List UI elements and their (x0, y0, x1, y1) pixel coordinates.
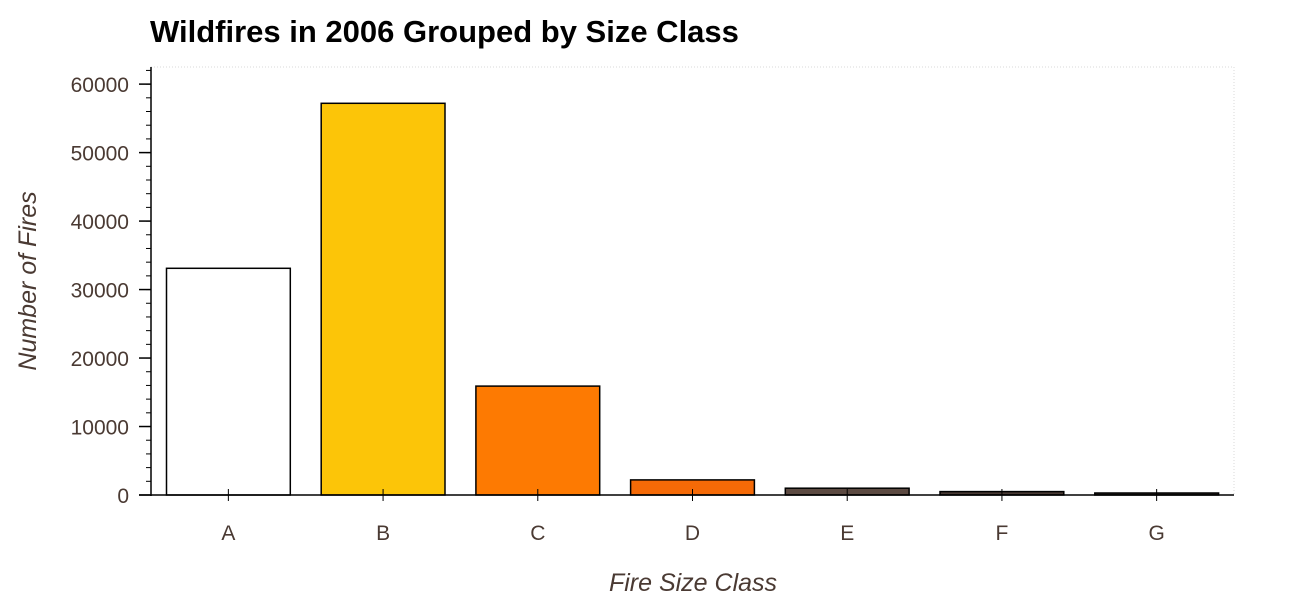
x-tick-label: C (530, 522, 545, 545)
y-tick-label: 0 (117, 485, 129, 508)
x-tick-label: E (840, 522, 854, 545)
y-tick-label: 10000 (71, 417, 129, 440)
bar-c (475, 385, 601, 496)
plot-area-frame (150, 66, 1235, 496)
y-axis-label: Number of Fires (14, 191, 42, 370)
y-tick-label: 30000 (71, 280, 129, 303)
bars-layer (165, 102, 1220, 496)
bar-a (165, 267, 292, 496)
axes-layer: A B C D E F G 0 10000 20000 30000 40000 50000 60000 (71, 67, 1234, 545)
x-tick-label: G (1148, 522, 1164, 545)
bar-b (320, 102, 446, 496)
x-tick-label: F (996, 522, 1009, 545)
chart-title: Wildfires in 2006 Grouped by Size Class (150, 14, 739, 49)
y-tick-label: 50000 (71, 143, 129, 166)
y-tick-label: 40000 (71, 211, 129, 234)
x-axis-label: Fire Size Class (609, 569, 777, 597)
x-tick-label: A (221, 522, 235, 545)
y-tick-label: 60000 (71, 74, 129, 97)
y-tick-label: 20000 (71, 348, 129, 371)
x-tick-label: B (376, 522, 390, 545)
x-tick-label: D (685, 522, 700, 545)
